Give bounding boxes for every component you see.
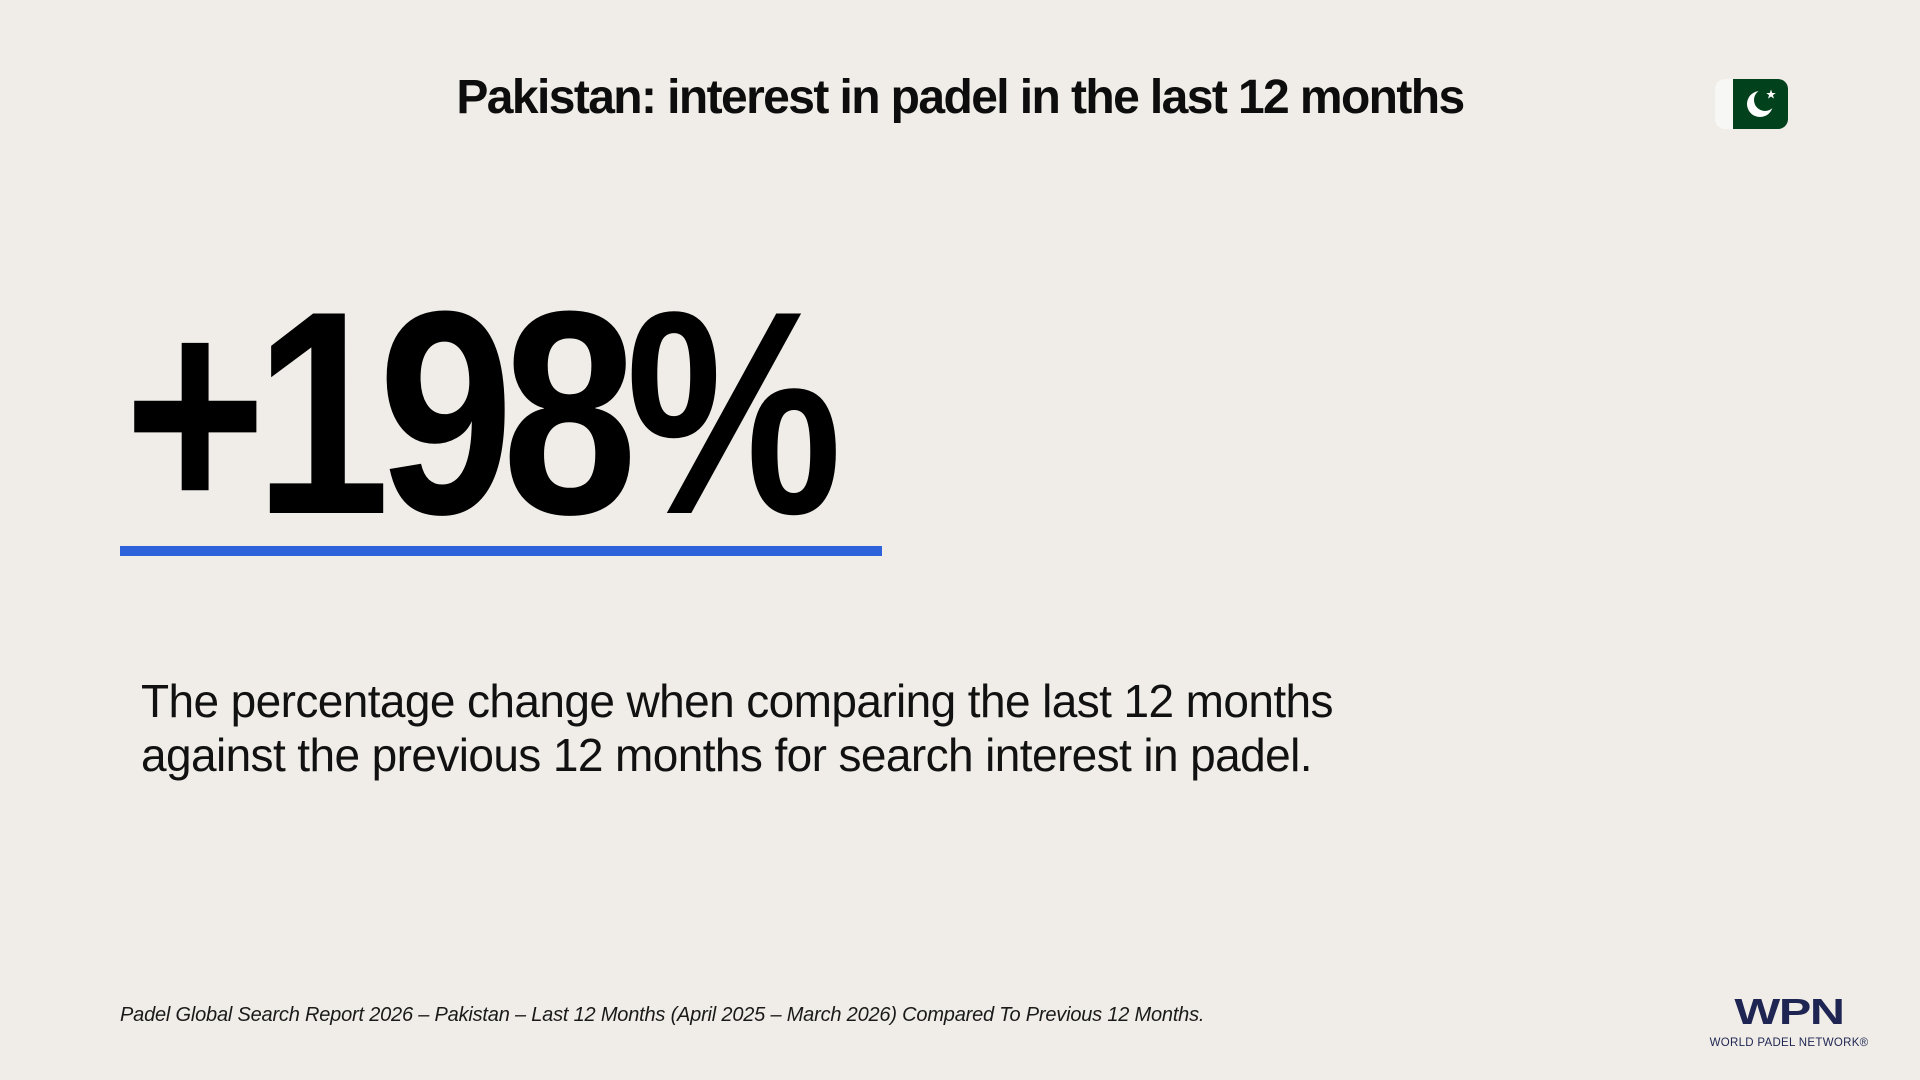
logo-wordmark: WPN	[1734, 991, 1845, 1032]
flag-white-band	[1715, 79, 1733, 129]
pakistan-flag-icon	[1715, 79, 1788, 129]
flag-green-field	[1733, 79, 1788, 129]
description-line-1: The percentage change when comparing the…	[141, 675, 1333, 727]
description-line-2: against the previous 12 months for searc…	[141, 729, 1313, 781]
source-footnote: Padel Global Search Report 2026 – Pakist…	[120, 1004, 1205, 1026]
page-title: Pakistan: interest in padel in the last …	[456, 71, 1465, 124]
logo-tagline: WORLD PADEL NETWORK®	[1709, 1037, 1869, 1049]
wpn-logo: WPN WORLD PADEL NETWORK®	[1688, 994, 1890, 1054]
crescent-star-icon	[1747, 89, 1776, 117]
accent-underline	[120, 546, 882, 556]
headline-percentage: +198%	[124, 251, 842, 575]
description-text: The percentage change when comparing the…	[141, 674, 1461, 782]
